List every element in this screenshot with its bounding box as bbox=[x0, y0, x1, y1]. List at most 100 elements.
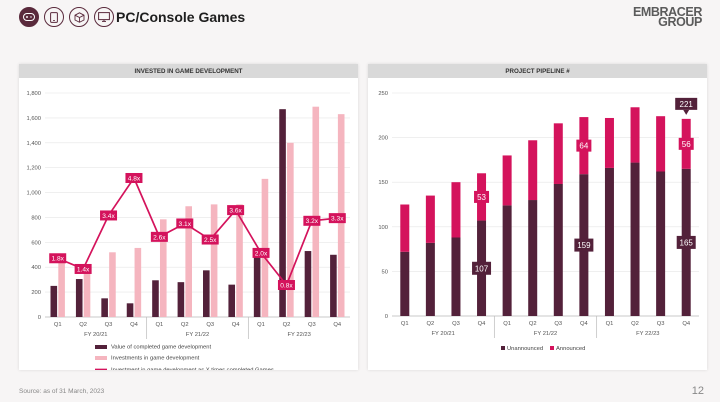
mobile-icon[interactable] bbox=[44, 7, 64, 27]
bar-announced bbox=[425, 195, 435, 243]
x-group-label: FY 21/22 bbox=[534, 331, 557, 337]
ratio-label: 4.8x bbox=[128, 175, 141, 182]
x-tick-label: Q4 bbox=[130, 322, 139, 328]
bar-completed-value bbox=[126, 303, 134, 317]
bar-completed-value bbox=[203, 270, 210, 317]
investment-chart: 0 200 400 600 800 1,000 1,200 1,400 1,600 1,800 Q1… bbox=[26, 91, 350, 374]
x-tick-label: Q2 bbox=[427, 321, 435, 327]
bar-announced bbox=[656, 116, 666, 172]
bar-investment bbox=[134, 247, 142, 317]
ratio-label: 2.0x bbox=[255, 250, 268, 257]
bar-investment bbox=[287, 142, 294, 317]
x-tick-label: Q4 bbox=[478, 321, 487, 327]
legend-label: Value of completed game development bbox=[111, 345, 212, 351]
bar-completed-value bbox=[101, 298, 108, 317]
ratio-label-box bbox=[303, 215, 321, 226]
bar-completed-value bbox=[50, 285, 58, 317]
bar-investment bbox=[159, 219, 167, 317]
x-tick-label: Q2 bbox=[181, 322, 189, 328]
data-label: 53 bbox=[477, 193, 486, 202]
data-label-box bbox=[472, 261, 492, 275]
pipeline-chart-panel: PROJECT PIPELINE # 0 50 100 150 200 250 Q1 Q2 Q3… bbox=[368, 64, 707, 370]
bar-unannounced bbox=[451, 237, 461, 316]
ratio-label-box bbox=[49, 253, 67, 264]
legend-label: Announced bbox=[556, 346, 585, 352]
y-tick-label: 1,800 bbox=[26, 91, 41, 97]
legend-label: Investments in game development bbox=[111, 356, 200, 362]
x-tick-label: Q2 bbox=[529, 321, 537, 327]
x-group-label: FY 21/22 bbox=[186, 332, 209, 338]
logo-line-1: EMBRACER bbox=[632, 5, 702, 19]
cube-icon[interactable] bbox=[69, 7, 89, 27]
ratio-line bbox=[57, 177, 338, 286]
x-group-label: FY 22/23 bbox=[287, 332, 310, 338]
data-label: 165 bbox=[680, 238, 694, 247]
total-callout-label: 221 bbox=[680, 100, 694, 109]
ratio-label: 0.8x bbox=[280, 282, 293, 289]
ratio-label-box bbox=[100, 210, 118, 221]
bar-announced bbox=[400, 204, 410, 252]
ratio-label-box bbox=[227, 205, 245, 216]
ratio-label: 3.4x bbox=[102, 213, 115, 220]
legend-label: Unannounced bbox=[507, 346, 543, 352]
bar-announced bbox=[553, 123, 563, 184]
y-tick-label: 1,600 bbox=[26, 116, 41, 122]
legend-swatch bbox=[501, 346, 505, 350]
source-note: Source: as of 31 March, 2023 bbox=[19, 388, 105, 395]
y-tick-label: 0 bbox=[385, 314, 388, 320]
ratio-label-box bbox=[125, 172, 143, 183]
x-tick-label: Q1 bbox=[606, 321, 614, 327]
x-tick-label: Q4 bbox=[580, 321, 589, 327]
data-label-box bbox=[574, 238, 594, 252]
legend-swatch bbox=[95, 356, 107, 360]
ratio-label: 1.4x bbox=[77, 266, 90, 273]
gamepad-icon[interactable] bbox=[19, 7, 39, 27]
x-tick-label: Q2 bbox=[283, 322, 291, 328]
ratio-label: 3.3x bbox=[331, 216, 344, 223]
x-tick-label: Q1 bbox=[257, 322, 265, 328]
data-label-box bbox=[678, 137, 694, 150]
y-tick-label: 250 bbox=[378, 91, 388, 97]
logo-line-2: GROUP bbox=[658, 15, 702, 29]
y-tick-label: 1,400 bbox=[26, 141, 41, 147]
y-tick-label: 1,200 bbox=[26, 166, 41, 172]
x-tick-label: Q2 bbox=[79, 322, 87, 328]
ratio-label: 3.6x bbox=[229, 208, 242, 215]
bar-announced bbox=[604, 117, 614, 168]
data-label-box bbox=[676, 235, 696, 249]
ratio-label: 3.2x bbox=[306, 218, 319, 225]
bar-completed-value bbox=[228, 284, 236, 317]
x-group-label: FY 20/21 bbox=[84, 332, 107, 338]
x-tick-label: Q1 bbox=[54, 322, 62, 328]
x-tick-label: Q3 bbox=[452, 321, 460, 327]
y-tick-label: 1,000 bbox=[26, 191, 41, 197]
page-number: 12 bbox=[691, 385, 704, 397]
bar-completed-value bbox=[304, 251, 312, 317]
y-tick-label: 600 bbox=[31, 240, 41, 246]
data-label: 64 bbox=[579, 142, 588, 151]
x-tick-label: Q3 bbox=[657, 321, 665, 327]
chart-title: PROJECT PIPELINE # bbox=[368, 64, 707, 78]
data-label: 159 bbox=[577, 241, 591, 250]
pipeline-chart: 0 50 100 150 200 250 Q1 Q2 Q3 Q4 Q1 Q2 Q3 Q4 Q1 Q2 Q3 Q4 F… bbox=[378, 91, 699, 352]
x-tick-label: Q4 bbox=[333, 322, 342, 328]
investment-chart-panel: INVESTED IN GAME DEVELOPMENT 0 200 400 600 8… bbox=[19, 64, 358, 374]
x-tick-label: Q4 bbox=[682, 321, 691, 327]
chart-title: INVESTED IN GAME DEVELOPMENT bbox=[19, 64, 358, 78]
x-tick-label: Q3 bbox=[308, 322, 316, 328]
bar-completed-value bbox=[152, 280, 159, 317]
ratio-label: 2.6x bbox=[153, 234, 166, 241]
data-label-box bbox=[576, 139, 592, 152]
page-title: PC/Console Games bbox=[116, 9, 246, 25]
x-tick-label: Q3 bbox=[105, 322, 113, 328]
x-tick-label: Q3 bbox=[554, 321, 562, 327]
ratio-label: 1.8x bbox=[51, 256, 64, 263]
monitor-icon[interactable] bbox=[94, 7, 114, 27]
x-tick-label: Q1 bbox=[401, 321, 409, 327]
data-label-box bbox=[474, 190, 490, 203]
ratio-label-box bbox=[150, 231, 168, 242]
ratio-label-box bbox=[201, 234, 219, 245]
data-label: 56 bbox=[682, 140, 691, 149]
bar-unannounced bbox=[502, 205, 512, 316]
bar-unannounced bbox=[656, 171, 666, 316]
